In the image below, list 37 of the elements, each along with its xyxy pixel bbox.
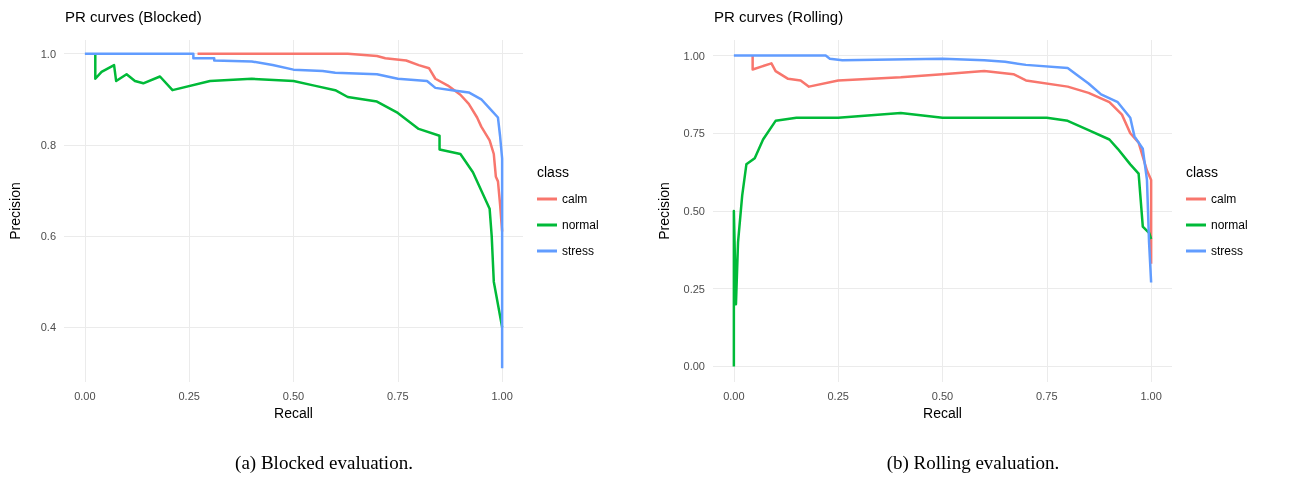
x-tick-label: 0.75	[387, 389, 409, 402]
y-axis-title: Precision	[7, 182, 23, 240]
y-tick-label: 0.25	[683, 282, 705, 295]
y-tick-label: 0.8	[40, 138, 56, 151]
x-tick-label: 0.00	[74, 389, 96, 402]
legend-label: stress	[562, 244, 595, 258]
x-tick-label: 1.00	[491, 389, 513, 402]
x-tick-label: 0.00	[723, 389, 745, 402]
y-tick-label: 0.4	[40, 321, 56, 334]
x-tick-label: 1.00	[1140, 389, 1162, 402]
text: (a) Blocked evaluation.	[235, 452, 413, 474]
y-tick-label: 1.0	[40, 47, 56, 60]
y-tick-label: 0.50	[683, 205, 705, 217]
chart-title: PR curves (Rolling)	[714, 8, 844, 25]
y-tick-label: 0.75	[683, 127, 705, 140]
y-axis-title: Precision	[656, 182, 672, 240]
legend-title: class	[537, 164, 569, 180]
legend-label: calm	[1211, 192, 1237, 206]
line-series	[83, 52, 504, 370]
line-series	[732, 111, 1153, 368]
legend-label: calm	[562, 192, 588, 206]
legend-label: stress	[1211, 244, 1244, 258]
y-tick-label: 0.00	[683, 360, 705, 373]
x-tick-label: 0.50	[931, 389, 954, 402]
legend-label: normal	[562, 218, 599, 232]
chart-title: PR curves (Blocked)	[65, 8, 202, 25]
x-tick-label: 0.50	[282, 389, 305, 402]
x-tick-label: 0.25	[178, 389, 200, 402]
legend-label: normal	[1211, 218, 1248, 232]
y-tick-label: 0.6	[40, 230, 56, 243]
y-tick-label: 1.00	[683, 49, 705, 62]
x-axis-title: Recall	[274, 405, 313, 421]
text: (b) Rolling evaluation.	[886, 452, 1060, 474]
x-axis-title: Recall	[923, 405, 962, 421]
x-tick-label: 0.25	[827, 389, 849, 402]
x-tick-label: 0.75	[1036, 389, 1058, 402]
legend-title: class	[1186, 164, 1218, 180]
